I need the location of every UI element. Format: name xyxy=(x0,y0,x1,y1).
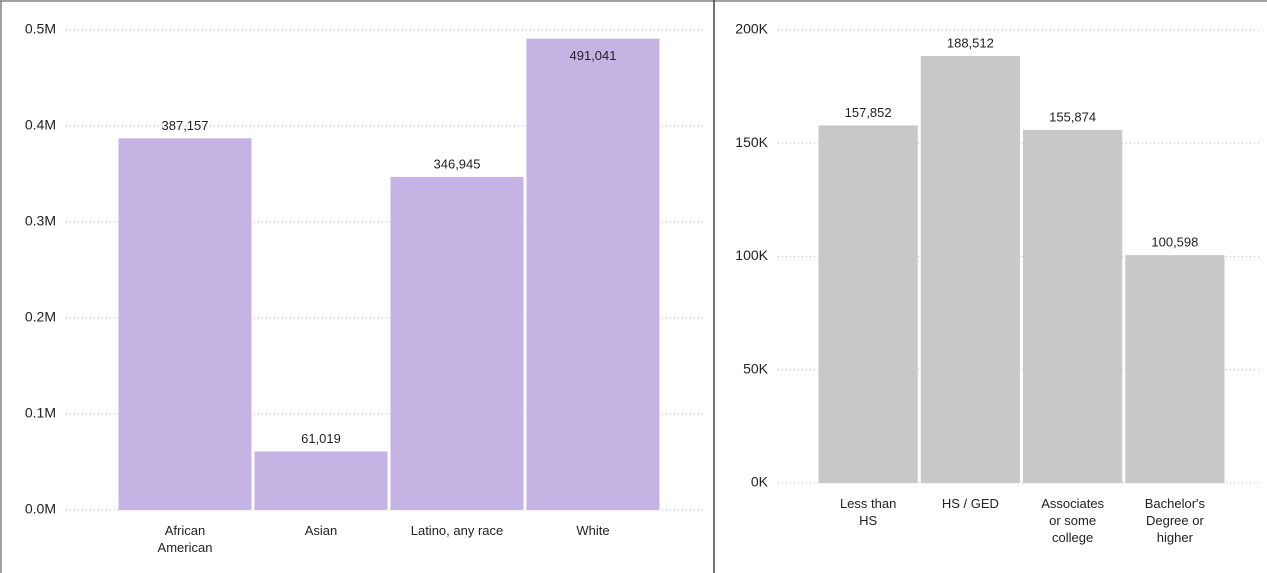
y-tick-label: 0.4M xyxy=(25,117,56,133)
y-tick-label: 100K xyxy=(735,247,768,263)
bar xyxy=(920,56,1020,483)
y-tick-label: 200K xyxy=(735,21,768,37)
value-label: 100,598 xyxy=(1151,235,1198,250)
x-tick-label: White xyxy=(576,523,610,538)
bar xyxy=(390,176,524,510)
value-label: 387,157 xyxy=(162,118,209,133)
x-tick-label: Less than HS xyxy=(839,496,897,528)
bar xyxy=(526,38,660,510)
bar xyxy=(1023,129,1123,484)
value-label: 491,041 xyxy=(570,48,617,63)
x-tick-label: HS / GED xyxy=(941,496,999,511)
value-label: 61,019 xyxy=(301,431,341,446)
value-label: 157,852 xyxy=(845,105,892,120)
value-label: 155,874 xyxy=(1049,109,1096,124)
y-tick-label: 0.3M xyxy=(25,213,56,229)
y-tick-label: 0.0M xyxy=(25,501,56,517)
bar xyxy=(118,138,252,510)
y-tick-label: 0.1M xyxy=(25,405,56,421)
y-tick-label: 0K xyxy=(751,474,769,490)
y-tick-label: 0.2M xyxy=(25,309,56,325)
y-tick-label: 50K xyxy=(743,360,769,376)
bar xyxy=(1125,255,1225,483)
y-tick-label: 0.5M xyxy=(25,21,56,37)
y-tick-label: 150K xyxy=(735,134,768,150)
x-tick-label: African American xyxy=(157,523,213,555)
bar xyxy=(818,125,918,484)
value-label: 346,945 xyxy=(434,156,481,171)
bar xyxy=(254,451,388,510)
value-label: 188,512 xyxy=(947,35,994,50)
x-tick-label: Latino, any race xyxy=(410,523,504,538)
x-tick-label: Asian xyxy=(304,523,338,538)
x-tick-label: Associates or some college xyxy=(1041,496,1105,545)
x-tick-label: Bachelor's Degree or higher xyxy=(1144,496,1206,545)
